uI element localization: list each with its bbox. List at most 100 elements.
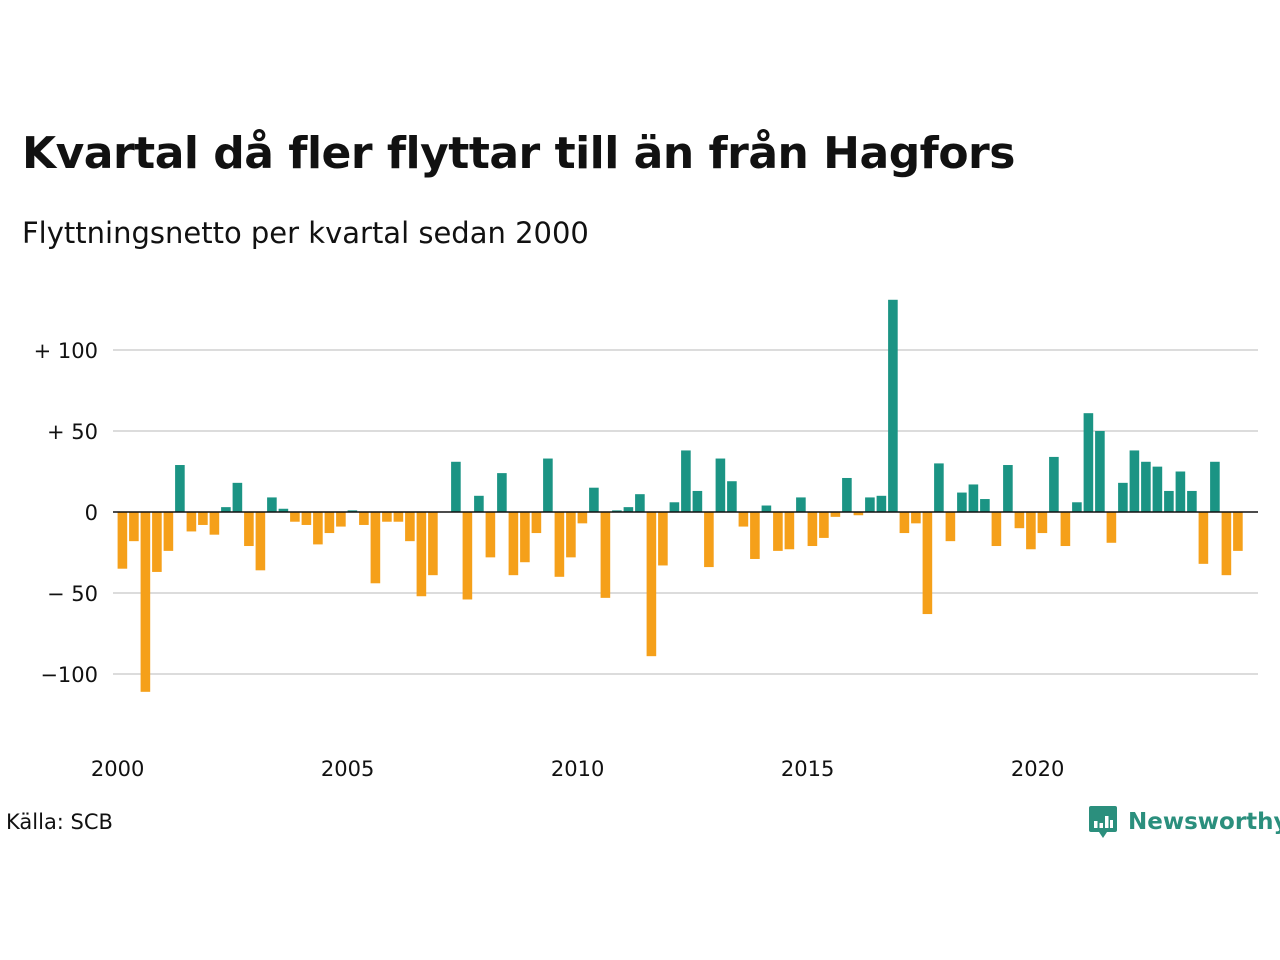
bar bbox=[1003, 465, 1013, 512]
bar bbox=[842, 478, 852, 512]
bar bbox=[313, 512, 323, 544]
bar bbox=[1233, 512, 1243, 551]
axes: + 100 + 50 0 − 50 −100 2000 2005 2010 2015 2020 bbox=[34, 339, 1258, 781]
bar bbox=[670, 502, 680, 512]
bar bbox=[1130, 450, 1140, 512]
bar bbox=[451, 462, 461, 512]
bar bbox=[256, 512, 266, 570]
bar bbox=[118, 512, 128, 569]
bar bbox=[520, 512, 530, 562]
bar bbox=[877, 496, 887, 512]
bar bbox=[727, 481, 737, 512]
bar bbox=[819, 512, 829, 538]
y-tick-label: + 50 bbox=[47, 420, 98, 444]
bar bbox=[187, 512, 197, 531]
bar bbox=[371, 512, 381, 583]
bar bbox=[428, 512, 438, 575]
bar bbox=[980, 499, 990, 512]
bar bbox=[463, 512, 473, 599]
bar bbox=[773, 512, 783, 551]
bar bbox=[1026, 512, 1036, 549]
bar bbox=[865, 497, 875, 512]
bar bbox=[934, 463, 944, 512]
bar bbox=[601, 512, 611, 598]
bar bbox=[141, 512, 151, 692]
bar bbox=[164, 512, 174, 551]
bar bbox=[1199, 512, 1209, 564]
bar bbox=[474, 496, 484, 512]
bar bbox=[497, 473, 507, 512]
bar bbox=[888, 300, 898, 512]
bar bbox=[198, 512, 208, 525]
bar bbox=[658, 512, 668, 565]
x-tick-label: 2010 bbox=[551, 757, 604, 781]
bar bbox=[1118, 483, 1128, 512]
bar bbox=[509, 512, 519, 575]
bar bbox=[750, 512, 760, 559]
bar bbox=[394, 512, 404, 522]
bar bbox=[992, 512, 1002, 546]
source-label: Källa: SCB bbox=[6, 810, 113, 834]
bar bbox=[1164, 491, 1174, 512]
x-tick-label: 2005 bbox=[321, 757, 374, 781]
bar bbox=[152, 512, 162, 572]
x-tick-label: 2000 bbox=[91, 757, 144, 781]
bar bbox=[336, 512, 346, 527]
bar bbox=[486, 512, 496, 557]
bar bbox=[900, 512, 910, 533]
bar bbox=[704, 512, 714, 567]
bar bbox=[1222, 512, 1232, 575]
y-tick-label: − 50 bbox=[47, 582, 98, 606]
bar bbox=[1153, 467, 1163, 512]
bar bbox=[359, 512, 369, 525]
bar bbox=[267, 497, 277, 512]
bar bbox=[555, 512, 565, 577]
bar bbox=[911, 512, 921, 523]
bar bbox=[405, 512, 415, 541]
bar bbox=[1061, 512, 1071, 546]
bar bbox=[693, 491, 703, 512]
bar bbox=[1072, 502, 1082, 512]
bar bbox=[417, 512, 427, 596]
bar bbox=[129, 512, 139, 541]
bar bbox=[739, 512, 749, 527]
bar bbox=[175, 465, 185, 512]
bar bbox=[578, 512, 588, 523]
bar bbox=[302, 512, 312, 525]
bar bbox=[1049, 457, 1059, 512]
y-tick-label: + 100 bbox=[34, 339, 98, 363]
bar bbox=[589, 488, 599, 512]
bar bbox=[946, 512, 956, 541]
bar bbox=[969, 484, 979, 512]
bar bbox=[1015, 512, 1025, 528]
bar bbox=[1187, 491, 1197, 512]
bar bbox=[290, 512, 300, 522]
bar bbox=[957, 493, 967, 512]
bars bbox=[118, 300, 1243, 692]
bar bbox=[233, 483, 243, 512]
bar bbox=[325, 512, 335, 533]
bar bbox=[681, 450, 691, 512]
bar bbox=[647, 512, 657, 656]
bar bbox=[923, 512, 933, 614]
bar bbox=[1176, 472, 1186, 513]
bar bbox=[566, 512, 576, 557]
bar bbox=[635, 494, 645, 512]
brand-logo[interactable]: Newsworthy bbox=[1088, 802, 1280, 842]
bar bbox=[244, 512, 254, 546]
bar bbox=[762, 506, 772, 512]
y-tick-label: −100 bbox=[40, 663, 98, 687]
x-tick-label: 2020 bbox=[1011, 757, 1064, 781]
bar bbox=[1084, 413, 1094, 512]
bar bbox=[716, 459, 726, 512]
bar bbox=[808, 512, 818, 546]
bar bbox=[1038, 512, 1048, 533]
bar bbox=[1210, 462, 1220, 512]
bar bbox=[785, 512, 795, 549]
bar bbox=[1107, 512, 1117, 543]
bar bbox=[1095, 431, 1105, 512]
bar bbox=[543, 459, 553, 512]
bar bbox=[210, 512, 220, 535]
y-tick-label: 0 bbox=[85, 501, 98, 525]
bar bbox=[1141, 462, 1151, 512]
